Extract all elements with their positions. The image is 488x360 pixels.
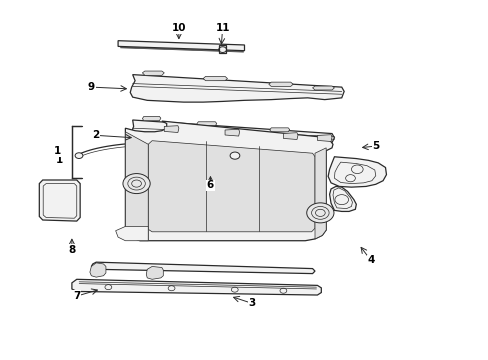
Polygon shape: [314, 148, 325, 239]
Polygon shape: [116, 226, 148, 241]
Polygon shape: [148, 141, 314, 232]
Text: 7: 7: [73, 291, 81, 301]
Polygon shape: [317, 135, 331, 141]
Polygon shape: [329, 186, 356, 211]
Polygon shape: [164, 126, 179, 132]
Polygon shape: [283, 133, 297, 139]
Text: 4: 4: [366, 255, 374, 265]
Polygon shape: [219, 45, 225, 53]
Polygon shape: [142, 116, 161, 121]
Polygon shape: [224, 129, 239, 136]
Polygon shape: [312, 86, 334, 90]
Polygon shape: [268, 82, 292, 86]
Polygon shape: [203, 76, 227, 81]
Polygon shape: [269, 128, 289, 132]
Polygon shape: [90, 263, 106, 277]
Text: 9: 9: [88, 82, 95, 92]
Polygon shape: [130, 120, 334, 146]
Text: 1: 1: [54, 147, 61, 157]
Circle shape: [122, 174, 150, 194]
Polygon shape: [118, 41, 244, 51]
Text: 11: 11: [215, 23, 229, 33]
Polygon shape: [91, 262, 314, 274]
Text: 5: 5: [371, 141, 379, 151]
Polygon shape: [327, 157, 386, 187]
Polygon shape: [125, 121, 332, 241]
Polygon shape: [72, 279, 321, 295]
Polygon shape: [125, 132, 148, 241]
Text: 8: 8: [68, 245, 75, 255]
Text: 1: 1: [56, 156, 63, 165]
Circle shape: [306, 203, 333, 223]
Polygon shape: [142, 71, 164, 75]
Circle shape: [75, 153, 83, 158]
Text: 10: 10: [171, 23, 186, 33]
Polygon shape: [146, 266, 163, 279]
Text: 6: 6: [206, 180, 214, 190]
Circle shape: [230, 152, 239, 159]
Polygon shape: [130, 75, 344, 102]
Text: 2: 2: [92, 130, 100, 140]
Polygon shape: [39, 180, 80, 221]
Text: 3: 3: [248, 298, 255, 308]
Polygon shape: [131, 136, 141, 142]
Polygon shape: [197, 122, 216, 126]
